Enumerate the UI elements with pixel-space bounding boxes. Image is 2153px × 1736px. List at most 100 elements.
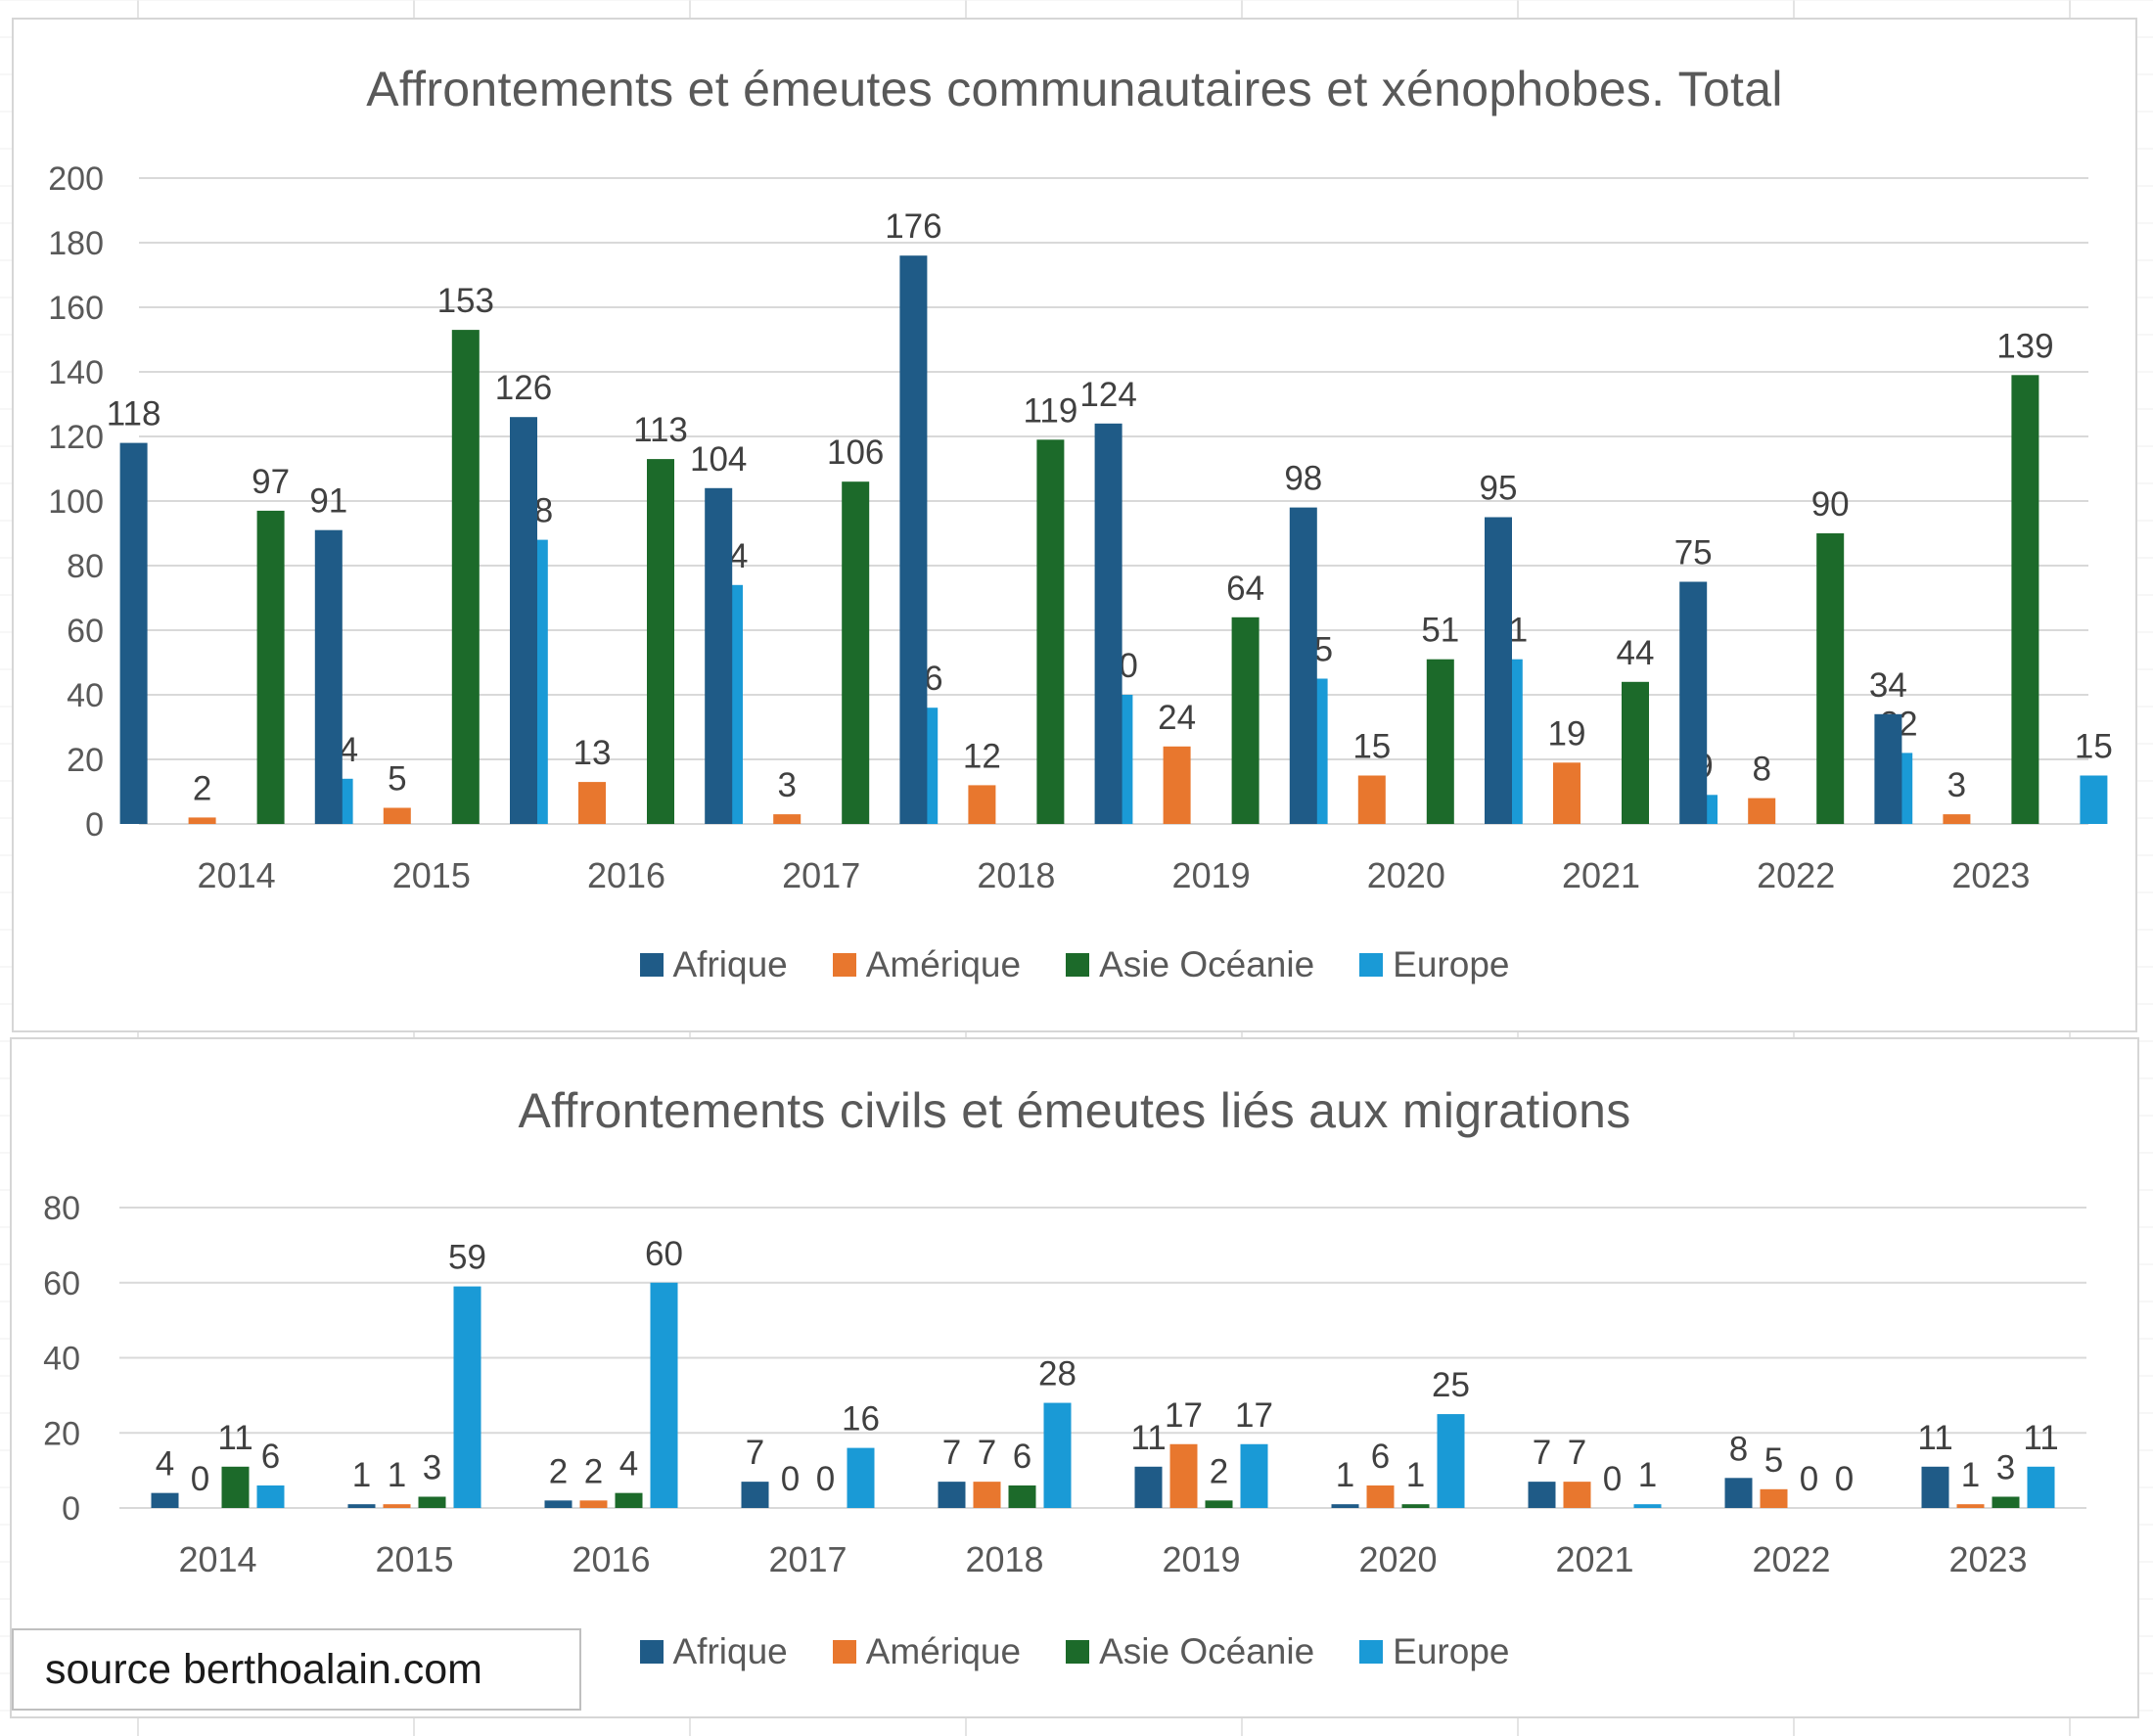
data-label: 6 bbox=[1371, 1438, 1390, 1476]
bar bbox=[650, 1282, 678, 1508]
bar bbox=[1008, 1485, 1036, 1508]
bar bbox=[1094, 423, 1122, 824]
data-label: 11 bbox=[1130, 1419, 1166, 1457]
source-textbox[interactable]: source berthoalain.com bbox=[12, 1628, 581, 1711]
y-tick-label: 80 bbox=[43, 1190, 80, 1227]
legend-item-afrique: Afrique bbox=[639, 944, 788, 985]
data-label: 1 bbox=[1406, 1456, 1425, 1494]
data-label: 0 bbox=[1603, 1460, 1622, 1498]
bar bbox=[1622, 681, 1649, 824]
bar bbox=[453, 1286, 481, 1508]
bar bbox=[1563, 1482, 1591, 1508]
data-label: 1 bbox=[1961, 1456, 1980, 1494]
data-label: 15 bbox=[1352, 728, 1391, 766]
data-label: 59 bbox=[448, 1239, 486, 1277]
bar bbox=[347, 1504, 376, 1508]
legend-label-europe: Europe bbox=[1393, 944, 1510, 984]
y-tick-label: 40 bbox=[67, 677, 104, 714]
data-label: 124 bbox=[1079, 376, 1136, 414]
chart-title-bottom: Affrontements civils et émeutes liés aux… bbox=[518, 1083, 1631, 1138]
bar bbox=[741, 1482, 769, 1508]
legend-item-amerique: Amérique bbox=[832, 1631, 1021, 1672]
data-label: 126 bbox=[495, 369, 552, 407]
bar bbox=[1633, 1504, 1662, 1508]
y-tick-label: 180 bbox=[48, 225, 104, 262]
data-label: 91 bbox=[309, 482, 347, 521]
x-tick-label: 2014 bbox=[178, 1539, 256, 1579]
bar bbox=[1043, 1402, 1072, 1508]
bar bbox=[1943, 814, 1971, 824]
data-label: 7 bbox=[1533, 1434, 1551, 1472]
bar bbox=[1366, 1485, 1395, 1508]
data-label: 2 bbox=[1210, 1452, 1228, 1490]
bar bbox=[1357, 775, 1386, 824]
x-tick-label: 2015 bbox=[375, 1539, 453, 1579]
legend-label-asie-oceanie: Asie Océanie bbox=[1099, 1631, 1315, 1671]
data-label: 7 bbox=[978, 1434, 996, 1472]
data-label: 3 bbox=[423, 1448, 441, 1486]
bar bbox=[1134, 1466, 1163, 1508]
x-tick-label: 2019 bbox=[1172, 855, 1251, 895]
bar bbox=[1289, 507, 1317, 824]
legend-top: Afrique Amérique Asie Océanie Europe bbox=[14, 944, 2135, 985]
bar bbox=[2027, 1466, 2055, 1508]
data-label: 8 bbox=[1729, 1430, 1748, 1468]
chart-title-top: Affrontements et émeutes communautaires … bbox=[366, 62, 1783, 116]
bar bbox=[2080, 775, 2108, 824]
data-label: 4 bbox=[619, 1445, 638, 1484]
y-tick-label: 80 bbox=[67, 548, 104, 585]
bar bbox=[1724, 1478, 1753, 1508]
bar bbox=[1553, 762, 1580, 824]
bar bbox=[773, 814, 802, 824]
data-label: 8 bbox=[1752, 751, 1770, 789]
bar-chart-top: 0204060801001201401601802002014118297142… bbox=[48, 160, 2113, 895]
legend-swatch-europe bbox=[1359, 1640, 1384, 1664]
y-tick-label: 20 bbox=[67, 742, 104, 779]
bar bbox=[973, 1482, 1001, 1508]
chart-panel-top[interactable]: Affrontements et émeutes communautaires … bbox=[12, 18, 2137, 1032]
bar bbox=[1956, 1504, 1985, 1508]
legend-label-afrique: Afrique bbox=[672, 944, 788, 984]
bar bbox=[1231, 617, 1260, 824]
data-label: 6 bbox=[1013, 1438, 1031, 1476]
bar bbox=[510, 417, 537, 824]
x-tick-label: 2017 bbox=[782, 855, 860, 895]
y-tick-label: 200 bbox=[48, 160, 104, 198]
bar bbox=[1401, 1504, 1430, 1508]
legend-item-asie-oceanie: Asie Océanie bbox=[1066, 1631, 1314, 1672]
bar bbox=[1485, 517, 1512, 824]
bar bbox=[221, 1466, 250, 1508]
legend-item-europe: Europe bbox=[1359, 1631, 1509, 1672]
x-tick-label: 2019 bbox=[1162, 1539, 1240, 1579]
x-tick-label: 2021 bbox=[1555, 1539, 1633, 1579]
bar bbox=[1036, 439, 1065, 824]
data-label: 90 bbox=[1811, 485, 1850, 524]
data-label: 98 bbox=[1284, 460, 1322, 498]
bar bbox=[151, 1492, 179, 1508]
bar bbox=[418, 1496, 446, 1508]
data-label: 4 bbox=[156, 1445, 174, 1484]
data-label: 1 bbox=[352, 1456, 371, 1494]
data-label: 0 bbox=[816, 1460, 835, 1498]
data-label: 6 bbox=[261, 1438, 280, 1476]
bar bbox=[899, 255, 928, 824]
data-label: 11 bbox=[1917, 1419, 1952, 1457]
chart-panel-bottom[interactable]: Affrontements civils et émeutes liés aux… bbox=[10, 1037, 2139, 1718]
data-label: 119 bbox=[1023, 391, 1077, 430]
legend-swatch-amerique bbox=[832, 953, 856, 977]
bar bbox=[1163, 746, 1191, 824]
x-tick-label: 2023 bbox=[1948, 1539, 2027, 1579]
data-label: 7 bbox=[942, 1434, 961, 1472]
data-label: 24 bbox=[1158, 699, 1196, 737]
data-label: 95 bbox=[1480, 470, 1518, 508]
x-tick-label: 2017 bbox=[768, 1539, 847, 1579]
data-label: 51 bbox=[1421, 612, 1459, 650]
bar bbox=[2011, 375, 2039, 824]
bar bbox=[544, 1500, 573, 1508]
data-label: 17 bbox=[1235, 1396, 1273, 1435]
y-tick-label: 140 bbox=[48, 354, 104, 391]
data-label: 153 bbox=[437, 282, 494, 320]
legend-swatch-asie-oceanie bbox=[1066, 1640, 1090, 1664]
x-tick-label: 2015 bbox=[392, 855, 471, 895]
x-tick-label: 2022 bbox=[1752, 1539, 1830, 1579]
